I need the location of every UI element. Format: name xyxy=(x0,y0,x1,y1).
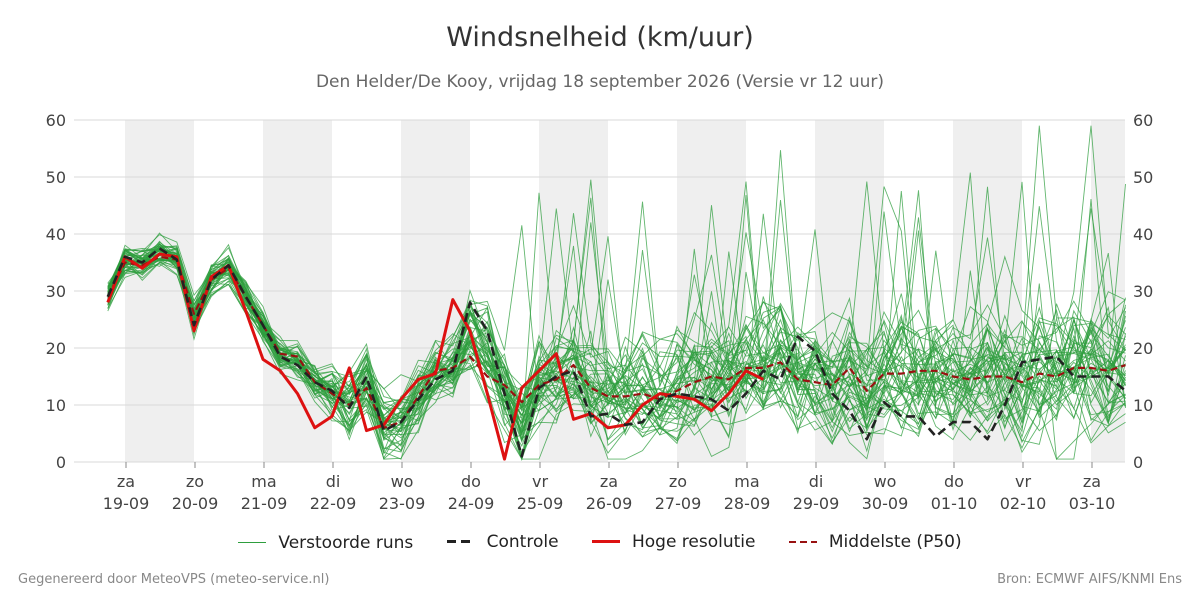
x-tick-label-date: 24-09 xyxy=(448,494,495,513)
x-tick-label-day: di xyxy=(809,472,824,491)
x-axis: za 19-09 zo 20-09 ma 21-09 di 22-09 wo 23-09 do 24-… xyxy=(103,462,1116,513)
x-tick-label-date: 22-09 xyxy=(310,494,357,513)
x-tick-label-date: 25-09 xyxy=(517,494,564,513)
legend-label: Verstoorde runs xyxy=(278,532,414,553)
ensemble-lines xyxy=(107,125,1126,461)
y-tick-label: 10 xyxy=(1133,396,1153,415)
legend-label: Middelste (P50) xyxy=(828,532,962,552)
legend-swatch xyxy=(591,540,620,543)
y-axis-left: 0 10 20 30 40 50 60 xyxy=(46,111,66,472)
legend-swatch xyxy=(788,541,817,543)
legend-label: Hoge resolutie xyxy=(631,531,756,552)
y-tick-label: 60 xyxy=(46,111,66,130)
grid-lines xyxy=(74,119,1125,463)
x-tick-label-day: do xyxy=(461,472,481,491)
x-tick-label-day: wo xyxy=(874,472,897,491)
x-tick-label-date: 29-09 xyxy=(793,494,840,513)
legend-item-controle: Controle xyxy=(446,531,559,552)
y-tick-label: 60 xyxy=(1133,111,1153,130)
x-tick-label-date: 26-09 xyxy=(586,494,633,513)
y-tick-label: 20 xyxy=(1133,339,1153,358)
x-tick-label-date: 03-10 xyxy=(1069,494,1116,513)
ensemble-member-line xyxy=(107,199,1126,460)
chart-title: Windsnelheid (km/uur) xyxy=(446,22,754,53)
y-tick-label: 20 xyxy=(46,339,66,358)
x-tick-label-date: 02-10 xyxy=(1000,494,1047,513)
x-tick-label-day: ma xyxy=(734,472,759,491)
x-tick-label-day: za xyxy=(600,472,618,491)
y-tick-label: 50 xyxy=(1133,168,1153,187)
y-tick-label: 50 xyxy=(46,168,66,187)
ensemble-member-line xyxy=(107,245,1126,444)
legend-item-hoge-resolutie: Hoge resolutie xyxy=(591,531,756,552)
x-tick-label-date: 30-09 xyxy=(862,494,909,513)
x-tick-label-day: ma xyxy=(251,472,276,491)
y-tick-label: 40 xyxy=(46,225,66,244)
x-tick-label-day: za xyxy=(1083,472,1101,491)
chart-legend: Verstoorde runs Controle Hoge resolutie … xyxy=(0,528,1200,553)
x-tick-label-day: zo xyxy=(186,472,204,491)
footer-generated-by: Gegenereerd door MeteoVPS (meteo-service… xyxy=(18,572,330,587)
x-tick-label-date: 21-09 xyxy=(241,494,288,513)
main-series xyxy=(106,247,1127,461)
x-tick-label-day: do xyxy=(944,472,964,491)
y-tick-label: 40 xyxy=(1133,225,1153,244)
y-tick-label: 30 xyxy=(46,282,66,301)
x-tick-label-day: vr xyxy=(532,472,548,491)
ensemble-member-line xyxy=(107,245,1126,460)
x-tick-label-date: 01-10 xyxy=(931,494,978,513)
footer-source: Bron: ECMWF AIFS/KNMI Ens xyxy=(997,572,1182,587)
y-axis-right: 0 10 20 30 40 50 60 xyxy=(1133,111,1153,472)
x-tick-label-date: 19-09 xyxy=(103,494,150,513)
x-tick-label-day: di xyxy=(326,472,341,491)
ensemble-member-line xyxy=(107,172,1126,435)
series-line-controle xyxy=(106,247,1127,458)
legend-swatch xyxy=(238,542,267,543)
x-tick-label-date: 27-09 xyxy=(655,494,702,513)
x-tick-label-day: zo xyxy=(669,472,687,491)
legend-label: Controle xyxy=(486,531,559,552)
x-tick-label-day: wo xyxy=(391,472,414,491)
legend-swatch xyxy=(446,540,475,543)
x-tick-label-date: 20-09 xyxy=(172,494,219,513)
x-tick-label-date: 28-09 xyxy=(724,494,771,513)
series-line-hoge-resolutie xyxy=(106,252,764,461)
chart-subtitle: Den Helder/De Kooy, vrijdag 18 september… xyxy=(315,72,885,92)
x-tick-label-day: vr xyxy=(1015,472,1031,491)
y-tick-label: 0 xyxy=(56,453,66,472)
legend-item-verstoorde-runs: Verstoorde runs xyxy=(238,533,413,553)
y-tick-label: 10 xyxy=(46,396,66,415)
x-tick-label-day: za xyxy=(117,472,135,491)
ensemble-member-line xyxy=(107,244,1126,441)
legend-item-middelste: Middelste (P50) xyxy=(788,532,962,552)
y-tick-label: 30 xyxy=(1133,282,1153,301)
y-tick-label: 0 xyxy=(1133,453,1143,472)
x-tick-label-date: 23-09 xyxy=(379,494,426,513)
